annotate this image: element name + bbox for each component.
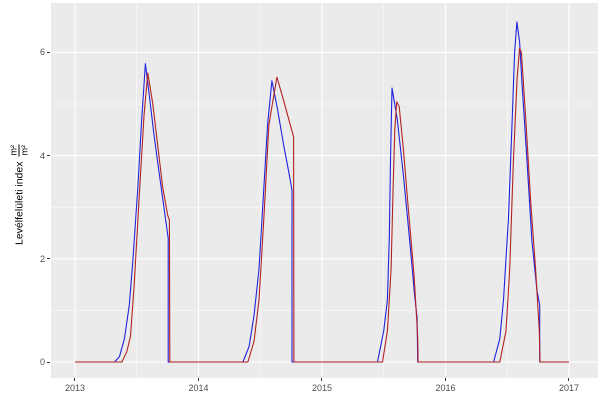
y-tick-mark <box>47 258 50 260</box>
plot-panel <box>51 3 598 378</box>
x-tick-mark <box>321 378 323 381</box>
y-tick-mark <box>47 155 50 157</box>
x-tick-mark <box>197 378 199 381</box>
plot-svg <box>51 3 598 378</box>
x-tick-label: 2015 <box>311 383 332 393</box>
x-tick-label: 2016 <box>435 383 456 393</box>
y-tick-mark <box>47 361 50 363</box>
x-tick-label: 2014 <box>188 383 209 393</box>
y-tick-label: 6 <box>39 47 45 58</box>
y-axis-label-text: Levélfelületi index <box>13 161 25 245</box>
y-tick-label: 2 <box>39 253 45 264</box>
x-tick-mark <box>568 378 570 381</box>
x-tick-label: 2017 <box>558 383 579 393</box>
y-tick-mark <box>47 51 50 53</box>
series-red-line <box>75 47 569 363</box>
x-tick-mark <box>74 378 76 381</box>
y-tick-label: 0 <box>39 357 45 367</box>
x-tick-label: 2013 <box>64 383 85 393</box>
x-tick-mark <box>444 378 446 381</box>
panel-background <box>51 3 598 378</box>
fraction-numerator: m² <box>8 144 20 157</box>
y-tick-label: 4 <box>39 150 45 161</box>
